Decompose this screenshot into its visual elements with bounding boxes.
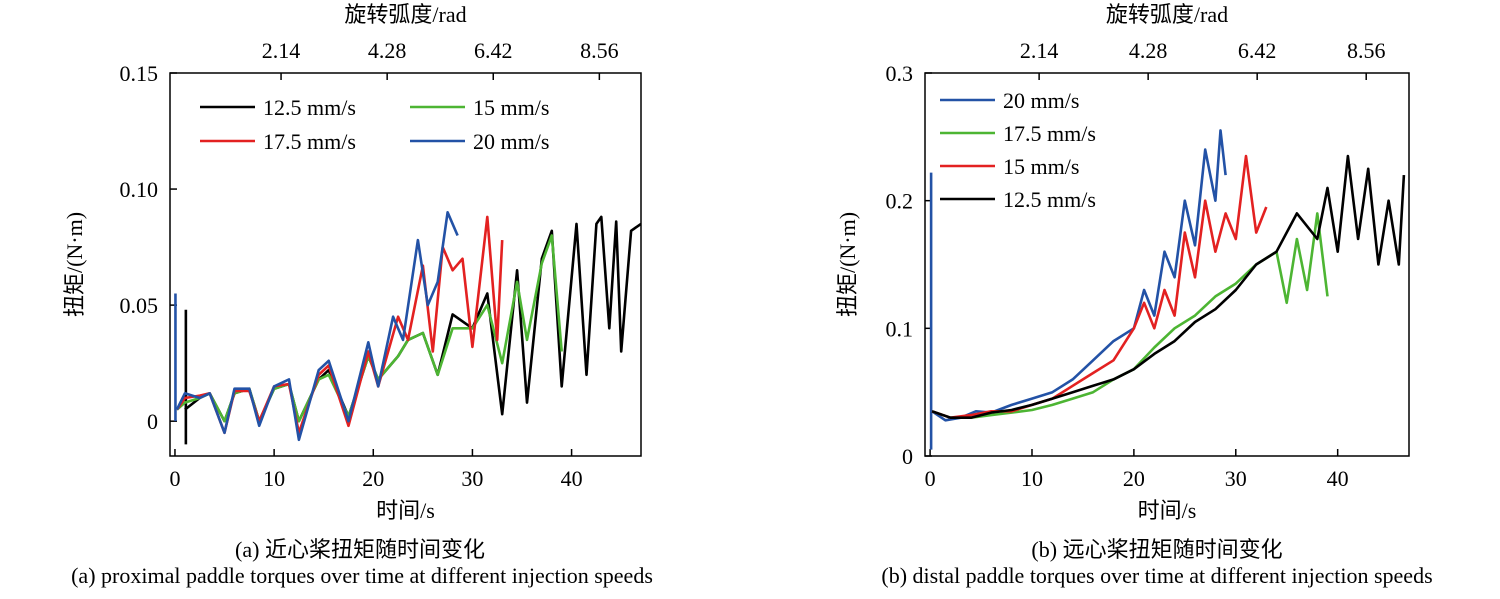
y-tick-label: 0.2 xyxy=(886,189,914,214)
y-tick-label: 0 xyxy=(147,409,158,434)
legend-label: 20 mm/s xyxy=(473,129,549,154)
top-tick-label: 8.56 xyxy=(1347,38,1386,63)
top-tick-label: 6.42 xyxy=(474,38,513,63)
legend-label: 20 mm/s xyxy=(1003,88,1079,113)
plot-area-b xyxy=(929,129,1406,450)
top-tick-label: 8.56 xyxy=(580,38,619,63)
series-line-b-1 xyxy=(931,212,1329,419)
caption-a-en: (a) proximal paddle torques over time at… xyxy=(71,563,653,588)
top-tick-label: 4.28 xyxy=(1129,38,1168,63)
caption-a-cn: (a) 近心桨扭矩随时间变化 xyxy=(235,537,485,562)
x-tick-label: 0 xyxy=(169,466,180,491)
chart-b: 0 10 20 30 40 2.14 4.28 6.42 8.56 0 0.1 0.2 0.3 时间/s 旋… xyxy=(835,2,1410,523)
top-axis-title: 旋转弧度/rad xyxy=(1106,2,1228,27)
x-tick-label: 20 xyxy=(1123,466,1145,491)
legend-label: 15 mm/s xyxy=(473,95,549,120)
y-axis-title: 扭矩/(N·m) xyxy=(835,212,860,317)
legend-label: 15 mm/s xyxy=(1003,154,1079,179)
legend-label: 17.5 mm/s xyxy=(1003,121,1096,146)
caption-b-en: (b) distal paddle torques over time at d… xyxy=(881,563,1433,588)
x-axis-title: 时间/s xyxy=(1138,498,1197,523)
y-tick-label: 0.15 xyxy=(120,61,159,86)
y-tick-label: 0.10 xyxy=(120,177,159,202)
y-tick-label: 0.05 xyxy=(120,293,159,318)
legend-label: 17.5 mm/s xyxy=(263,129,356,154)
x-tick-label: 10 xyxy=(263,466,285,491)
series-line-a-2 xyxy=(175,215,504,435)
caption-b-cn: (b) 远心桨扭矩随时间变化 xyxy=(1031,537,1283,562)
x-axis-title: 时间/s xyxy=(376,498,435,523)
x-tick-label: 0 xyxy=(925,466,936,491)
x-tick-label: 30 xyxy=(461,466,483,491)
legend-label: 12.5 mm/s xyxy=(1003,187,1096,212)
y-tick-label: 0.3 xyxy=(886,61,914,86)
y-axis-title: 扭矩/(N·m) xyxy=(62,212,87,317)
series-line-a-3 xyxy=(175,211,459,442)
series-line-b-3 xyxy=(931,154,1406,419)
y-tick-label: 0 xyxy=(902,444,913,469)
plot-frame-b xyxy=(924,72,1410,457)
plot-frame-a xyxy=(169,72,642,457)
x-tick-label: 30 xyxy=(1225,466,1247,491)
x-tick-label: 20 xyxy=(362,466,384,491)
x-tick-label: 40 xyxy=(1327,466,1349,491)
x-tick-label: 10 xyxy=(1021,466,1043,491)
chart-a: 0 10 20 30 40 2.14 4.28 6.42 8.56 0 0.05 0.10 0.15 时间… xyxy=(62,2,642,523)
legend-label: 12.5 mm/s xyxy=(263,95,356,120)
top-tick-label: 2.14 xyxy=(1020,38,1059,63)
top-tick-label: 6.42 xyxy=(1238,38,1277,63)
top-tick-label: 2.14 xyxy=(262,38,301,63)
top-axis-title: 旋转弧度/rad xyxy=(344,2,466,27)
y-tick-label: 0.1 xyxy=(886,316,914,341)
top-tick-label: 4.28 xyxy=(368,38,407,63)
plot-area-a xyxy=(174,211,641,445)
x-tick-label: 40 xyxy=(561,466,583,491)
